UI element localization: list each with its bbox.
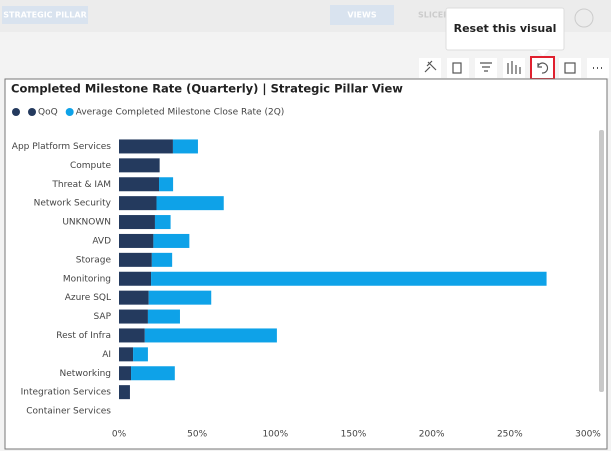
bar <box>119 177 160 192</box>
y-tick-label: AVD <box>92 236 111 246</box>
bar <box>119 309 148 324</box>
y-tick-label: Monitoring <box>63 274 111 284</box>
x-tick-label: 150% <box>341 430 367 440</box>
legend-dot <box>12 108 20 116</box>
y-tick-label: Storage <box>76 255 112 265</box>
legend: QoQ Average Completed Milestone Close Rat… <box>12 108 284 118</box>
reset-icon <box>537 62 549 74</box>
y-tick-label: Integration Services <box>21 388 112 398</box>
tooltip-arrow <box>537 50 549 56</box>
bar <box>119 139 173 154</box>
tab-label: STRATEGIC PILLAR <box>3 11 86 20</box>
y-tick-label: App Platform Services <box>12 142 112 152</box>
bar <box>144 328 277 343</box>
bar <box>172 139 198 154</box>
y-tick-label: Threat & IAM <box>51 180 111 190</box>
bar <box>156 196 224 211</box>
bar <box>119 290 149 305</box>
bar <box>154 215 171 230</box>
visual-toolbar <box>419 56 609 80</box>
x-tick-label: 250% <box>497 430 523 440</box>
y-tick-label: Container Services <box>26 407 111 417</box>
filter-icon <box>480 62 492 72</box>
bar <box>153 233 190 248</box>
focus-icon <box>564 62 576 74</box>
bar <box>151 271 547 286</box>
bar <box>119 385 130 400</box>
y-tick-label: Compute <box>70 161 112 171</box>
x-tick-label: 0% <box>112 430 127 440</box>
clock-icon[interactable] <box>574 8 594 28</box>
slicer-label: SLICER <box>418 11 449 20</box>
bar <box>119 366 132 381</box>
views-button[interactable] <box>330 5 394 25</box>
bar <box>119 347 134 362</box>
focus-button[interactable] <box>559 58 581 78</box>
pin-button[interactable] <box>419 58 441 78</box>
x-tick-label: 100% <box>262 430 288 440</box>
y-tick-label: Networking <box>60 369 112 379</box>
format-icon <box>507 61 521 74</box>
y-tick-label: AI <box>102 350 111 360</box>
tooltip <box>445 7 565 51</box>
y-tick-label: Rest of Infra <box>56 331 111 341</box>
bar <box>159 177 174 192</box>
scrollbar[interactable] <box>599 130 604 392</box>
bar <box>119 158 160 173</box>
bar <box>151 252 173 267</box>
bar <box>119 271 152 286</box>
bar <box>133 347 148 362</box>
chart-title: Completed Milestone Rate (Quarterly) | S… <box>11 82 403 96</box>
bar <box>131 366 175 381</box>
legend-label: Average Completed Milestone Close Rate (… <box>76 108 285 118</box>
copy-icon <box>452 62 462 74</box>
bar <box>147 309 180 324</box>
tab[interactable] <box>2 6 88 24</box>
y-tick-label: Azure SQL <box>65 293 111 303</box>
format-button[interactable] <box>503 58 525 78</box>
bar <box>119 252 152 267</box>
bar <box>119 196 157 211</box>
plot: 0% 50% 100% 150% 200% 250% 300% App Platform Se… <box>12 139 601 440</box>
copy-button[interactable] <box>447 58 469 78</box>
x-tick-label: 50% <box>187 430 207 440</box>
y-tick-label: SAP <box>94 312 112 322</box>
y-tick-label: UNKNOWN <box>62 218 111 228</box>
x-tick-label: 200% <box>419 430 445 440</box>
reset-button[interactable] <box>530 56 555 80</box>
legend-marker <box>28 108 36 116</box>
filter-button[interactable] <box>475 58 497 78</box>
tooltip-text: Reset this visual <box>454 22 557 35</box>
pin-icon <box>424 60 437 73</box>
visual-frame <box>4 78 608 450</box>
x-tick-label: 300% <box>575 430 601 440</box>
bar <box>119 233 154 248</box>
bar <box>119 215 155 230</box>
y-tick-label: Network Security <box>34 199 112 209</box>
bar <box>119 328 145 343</box>
legend-marker <box>65 108 74 116</box>
views-label: VIEWS <box>347 11 376 20</box>
legend-label: QoQ <box>38 108 58 118</box>
bar <box>148 290 212 305</box>
